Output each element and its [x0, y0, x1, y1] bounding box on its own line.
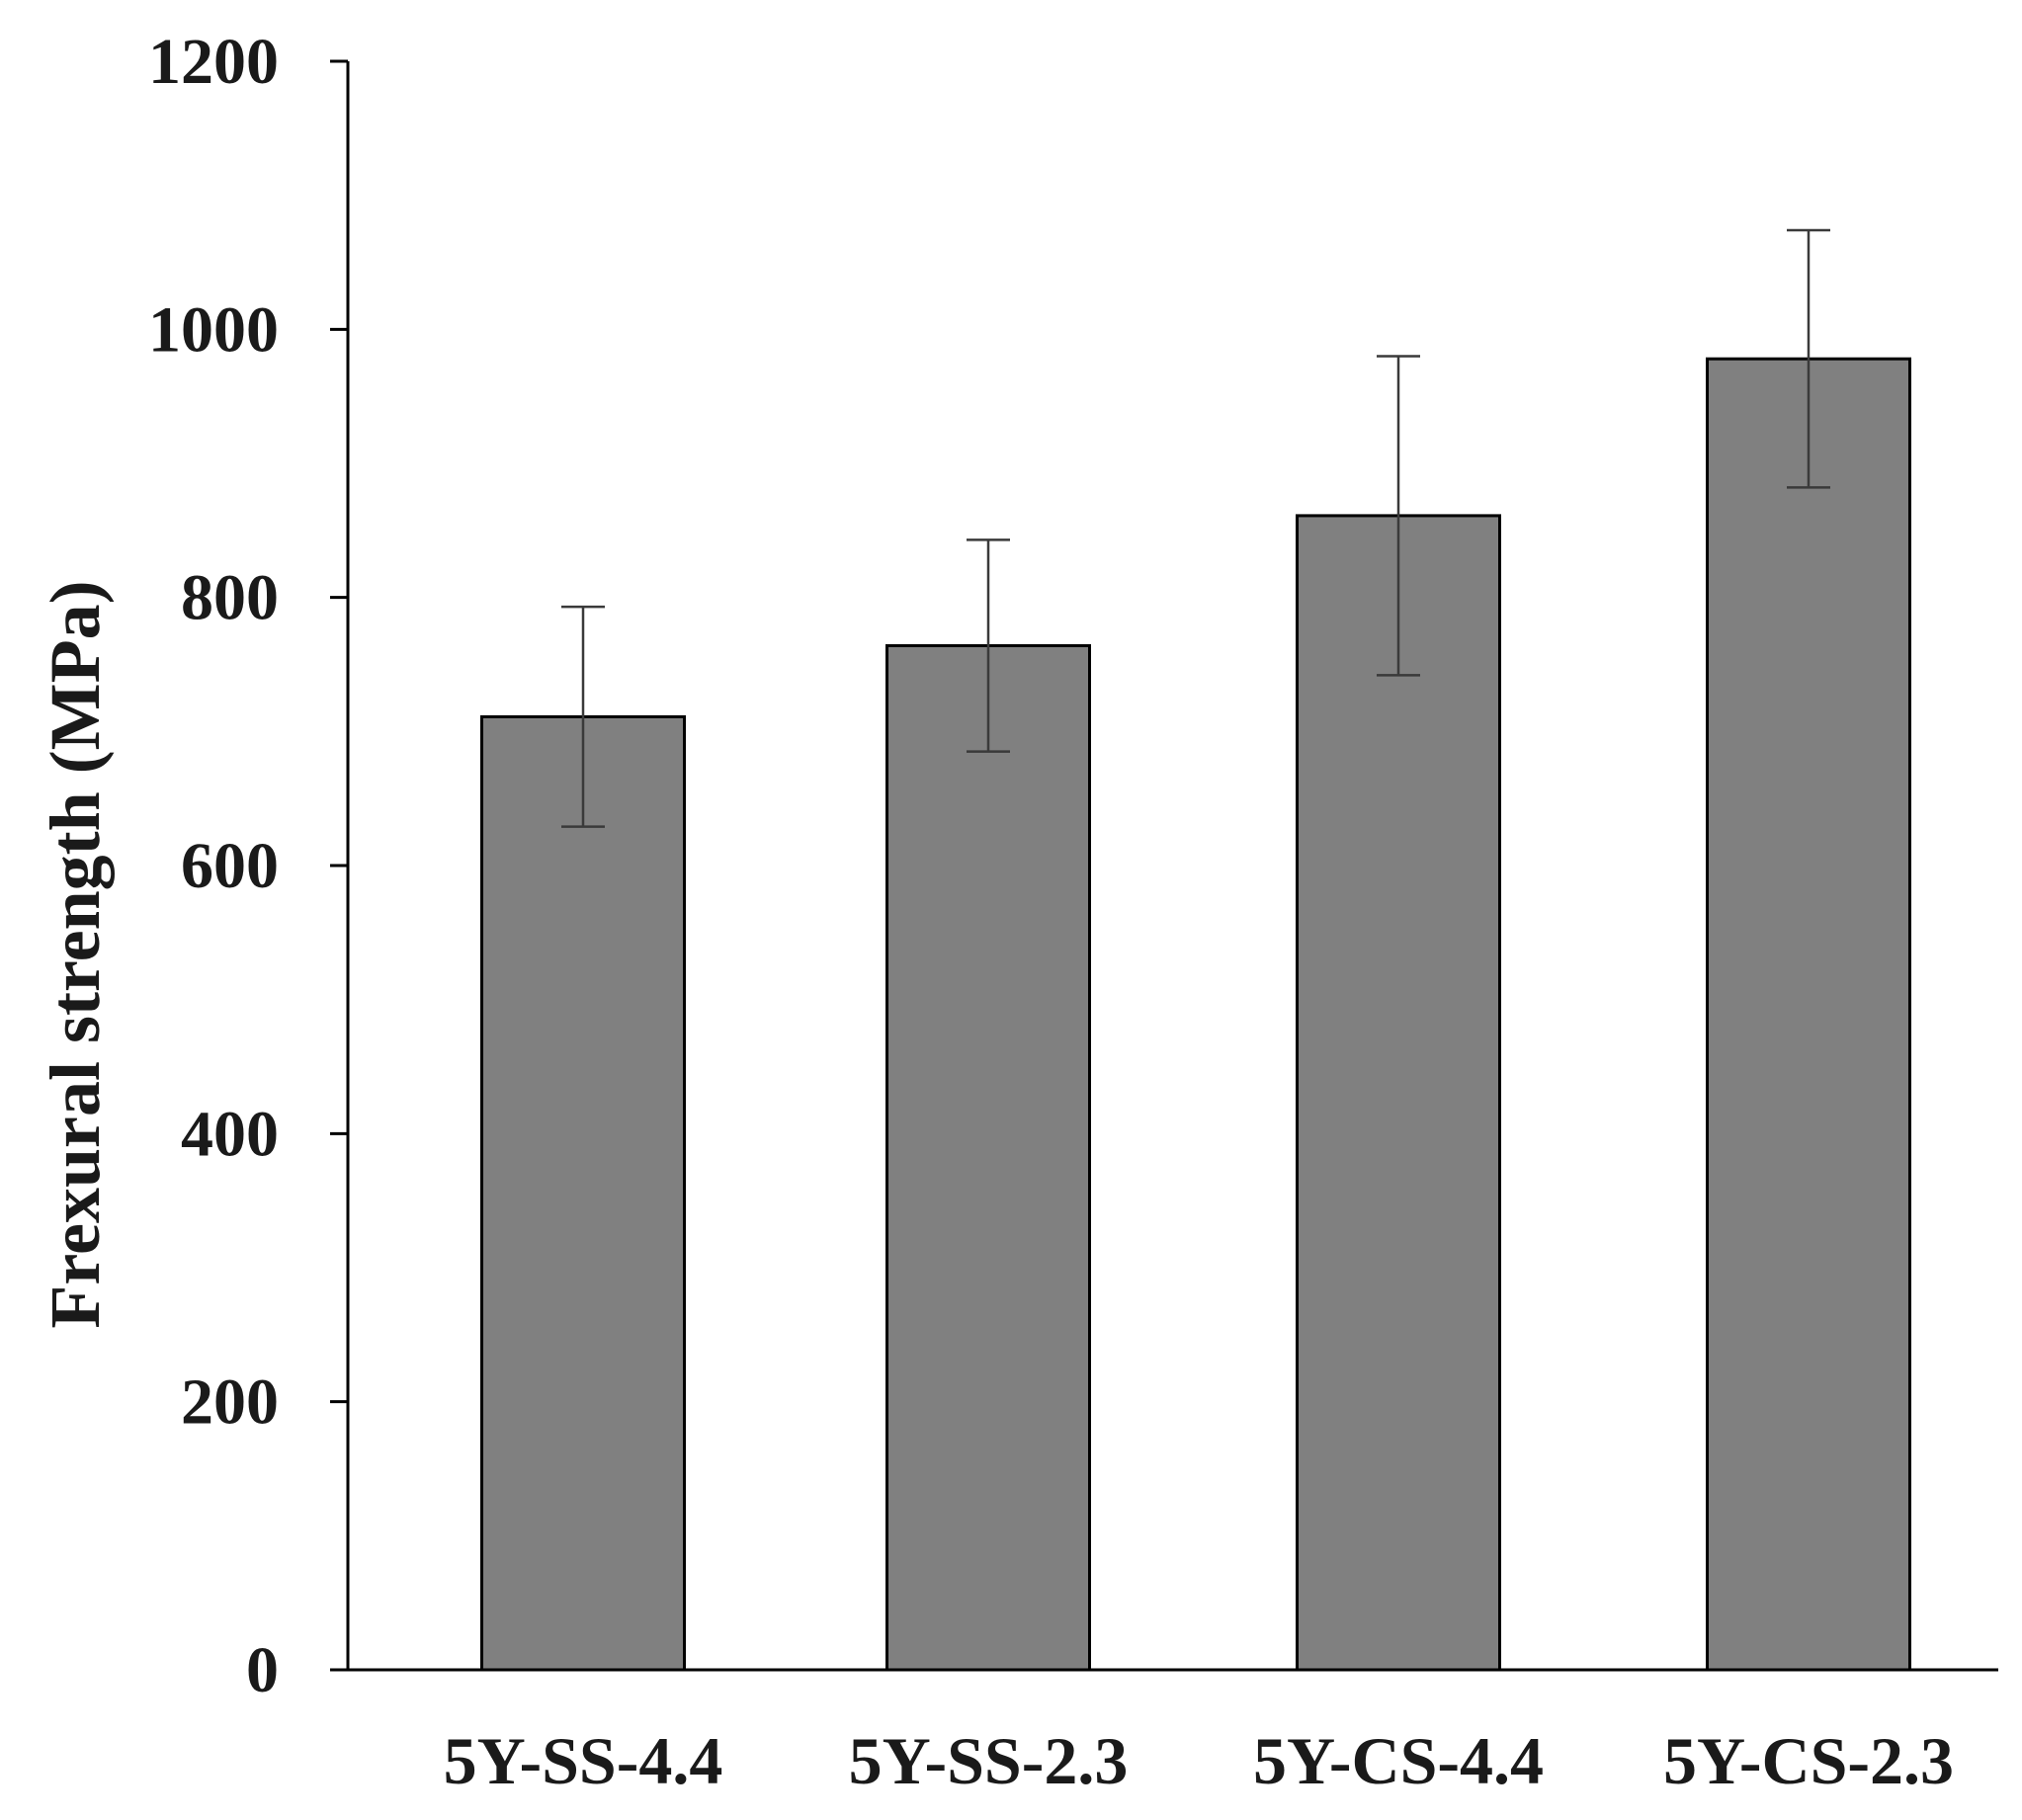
- y-tick-label: 400: [181, 1098, 279, 1170]
- x-category-label: 5Y-CS-2.3: [1663, 1723, 1954, 1798]
- x-axis-category-labels: 5Y-SS-4.4 5Y-SS-2.3 5Y-CS-4.4 5Y-CS-2.3: [444, 1723, 1954, 1798]
- y-axis-title: Frexural strength (MPa): [36, 580, 115, 1328]
- bars-layer: [480, 357, 1911, 1672]
- error-bar-5y-ss-2.3: [967, 538, 1010, 753]
- y-tick-label: 1200: [148, 26, 279, 98]
- error-bar-5y-cs-2.3: [1787, 228, 1830, 489]
- error-bar-5y-ss-4.4: [561, 605, 605, 828]
- y-axis-ticks: 0 200 400 600 800 1000 1200: [148, 26, 348, 1706]
- x-category-label: 5Y-SS-2.3: [849, 1723, 1129, 1798]
- y-tick-label: 1000: [148, 293, 279, 366]
- x-category-label: 5Y-SS-4.4: [444, 1723, 723, 1798]
- bar-5y-cs-4.4: [1296, 514, 1501, 1672]
- bar-5y-ss-2.3: [885, 644, 1091, 1672]
- x-category-label: 5Y-CS-4.4: [1253, 1723, 1544, 1798]
- y-tick-label: 800: [181, 562, 279, 634]
- y-tick-label: 200: [181, 1366, 279, 1439]
- error-bars-layer: [561, 228, 1830, 828]
- error-bar-5y-cs-4.4: [1377, 355, 1420, 677]
- y-tick-label: 0: [246, 1634, 279, 1706]
- y-tick-label: 600: [181, 830, 279, 902]
- bar-5y-ss-4.4: [480, 714, 686, 1672]
- bar-5y-cs-2.3: [1706, 357, 1911, 1672]
